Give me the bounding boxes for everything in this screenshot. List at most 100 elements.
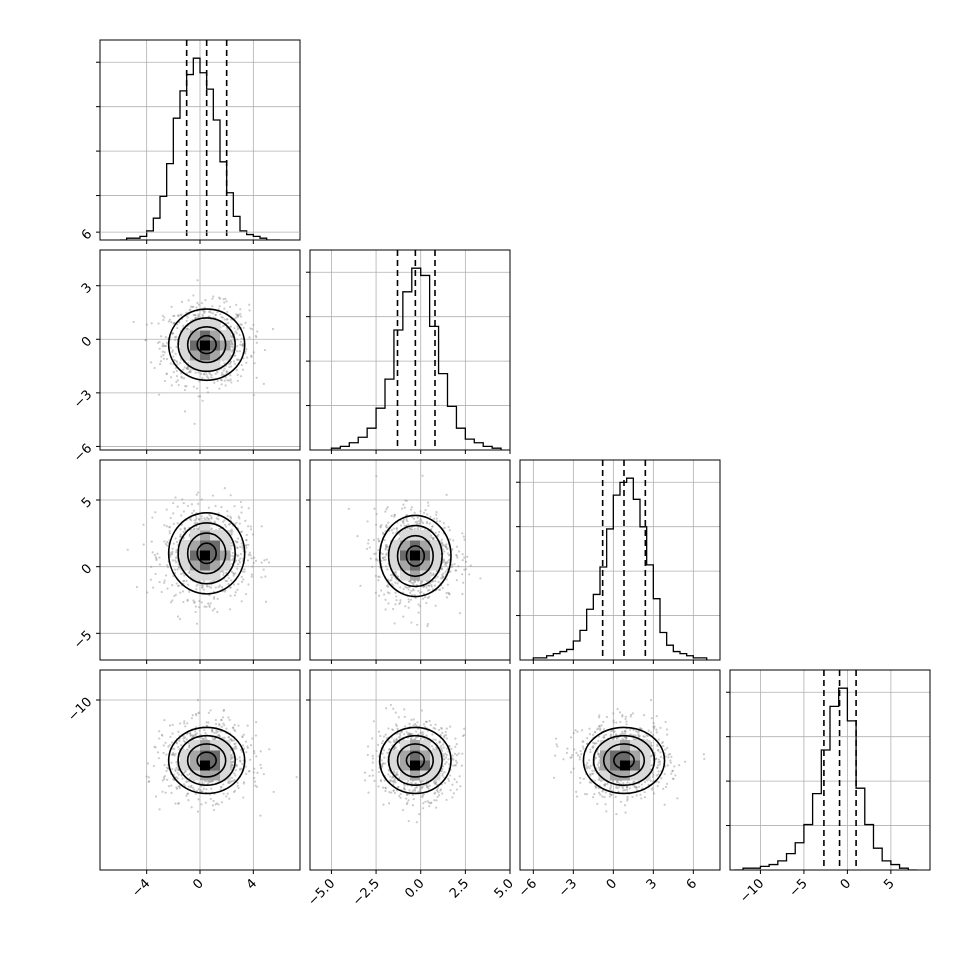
scatter-point xyxy=(385,584,389,588)
scatter-point xyxy=(598,714,601,717)
scatter-point xyxy=(423,725,427,729)
scatter-point xyxy=(435,520,439,523)
y-tick-label: 0 xyxy=(79,561,95,577)
scatter-point xyxy=(253,776,256,780)
scatter-point xyxy=(598,755,601,758)
scatter-point xyxy=(635,786,638,789)
scatter-point xyxy=(183,574,186,577)
scatter-point xyxy=(240,506,243,509)
scatter-point xyxy=(170,321,173,324)
scatter-point xyxy=(203,780,206,783)
scatter-point xyxy=(241,344,244,347)
scatter-point xyxy=(393,515,396,518)
density-cell xyxy=(390,540,401,551)
scatter-point xyxy=(424,596,427,599)
scatter-point xyxy=(426,785,430,788)
scatter-point xyxy=(399,792,402,796)
scatter-point xyxy=(191,512,194,515)
scatter-point xyxy=(447,777,450,780)
scatter-point xyxy=(173,594,176,598)
scatter-point xyxy=(611,780,615,783)
scatter-point xyxy=(209,311,212,314)
scatter-point xyxy=(211,609,214,612)
scatter-point xyxy=(145,775,148,778)
scatter-point xyxy=(404,585,407,588)
scatter-point xyxy=(227,716,230,719)
scatter-point xyxy=(441,765,445,768)
scatter-point xyxy=(154,795,158,798)
scatter-point xyxy=(171,584,174,587)
scatter-point xyxy=(126,548,129,551)
scatter-point xyxy=(451,757,454,760)
scatter-point xyxy=(443,781,447,785)
scatter-point xyxy=(394,570,397,573)
scatter-point xyxy=(444,734,448,737)
scatter-point xyxy=(615,721,618,724)
density-cell xyxy=(400,550,411,561)
scatter-point xyxy=(170,753,174,756)
scatter-point xyxy=(626,781,629,784)
scatter-point xyxy=(171,753,174,756)
scatter-point xyxy=(457,565,460,568)
scatter-point xyxy=(417,526,420,529)
scatter-point xyxy=(158,363,162,366)
scatter-point xyxy=(657,748,660,751)
scatter-point xyxy=(233,723,236,727)
scatter-point xyxy=(383,779,386,782)
scatter-point xyxy=(416,623,419,626)
scatter-point xyxy=(414,730,418,733)
scatter-point xyxy=(678,764,681,767)
scatter-point xyxy=(236,781,239,784)
scatter-point xyxy=(232,760,235,763)
scatter-point xyxy=(382,556,385,559)
scatter-point xyxy=(174,496,177,499)
scatter-point xyxy=(649,699,653,702)
scatter-point xyxy=(239,315,243,318)
scatter-point xyxy=(421,786,424,789)
scatter-point xyxy=(185,366,189,370)
scatter-point xyxy=(393,740,397,743)
scatter-point xyxy=(255,335,258,339)
scatter-point xyxy=(145,323,148,326)
scatter-point xyxy=(230,753,233,757)
scatter-point xyxy=(205,721,208,724)
scatter-point xyxy=(445,727,448,730)
scatter-point xyxy=(206,517,210,520)
scatter-point xyxy=(388,591,391,595)
scatter-point xyxy=(597,716,601,719)
scatter-point xyxy=(248,303,251,306)
scatter-point xyxy=(224,579,227,583)
scatter-point xyxy=(418,591,422,594)
scatter-point xyxy=(389,778,392,782)
scatter-point xyxy=(441,743,445,746)
scatter-point xyxy=(198,729,201,732)
scatter-point xyxy=(612,721,615,724)
scatter-point xyxy=(201,313,204,316)
contour-line xyxy=(186,326,227,364)
scatter-point xyxy=(379,525,382,528)
scatter-point xyxy=(634,734,637,737)
scatter-point xyxy=(412,724,415,727)
scatter-point xyxy=(406,527,409,530)
scatter-point xyxy=(657,773,660,776)
scatter-point xyxy=(424,508,427,512)
scatter-point xyxy=(392,729,395,732)
y-tick-label: −3 xyxy=(71,388,95,412)
scatter-point xyxy=(439,577,443,580)
scatter-point xyxy=(594,785,598,789)
scatter-point xyxy=(562,758,565,761)
scatter-point xyxy=(211,312,214,315)
scatter-point xyxy=(447,591,450,594)
density-cell xyxy=(190,560,201,571)
scatter-point xyxy=(196,527,200,531)
scatter-point xyxy=(410,738,413,741)
scatter-point xyxy=(463,538,466,541)
scatter-point xyxy=(435,746,438,749)
scatter-point xyxy=(174,753,177,756)
density-cell xyxy=(190,760,201,771)
scatter-point xyxy=(238,561,242,564)
scatter-point xyxy=(460,764,464,767)
scatter-point xyxy=(356,534,359,538)
scatter-point xyxy=(166,778,169,781)
scatter-point xyxy=(624,737,627,741)
